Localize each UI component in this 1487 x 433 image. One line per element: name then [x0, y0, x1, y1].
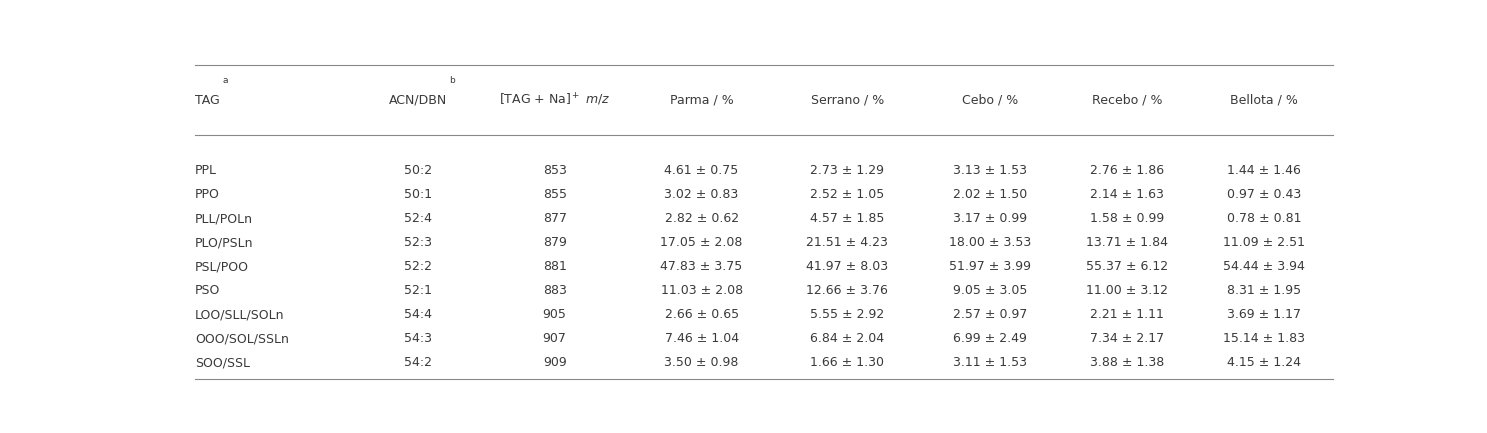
Text: Serrano / %: Serrano / %	[810, 94, 883, 107]
Text: 55.37 ± 6.12: 55.37 ± 6.12	[1087, 260, 1169, 273]
Text: 2.57 ± 0.97: 2.57 ± 0.97	[953, 308, 1028, 321]
Text: ACN/DBN: ACN/DBN	[390, 94, 448, 107]
Text: 3.69 ± 1.17: 3.69 ± 1.17	[1227, 308, 1301, 321]
Text: 877: 877	[543, 212, 567, 225]
Text: 6.84 ± 2.04: 6.84 ± 2.04	[810, 332, 885, 345]
Text: Cebo / %: Cebo / %	[962, 94, 1019, 107]
Text: 52:1: 52:1	[404, 284, 433, 297]
Text: TAG: TAG	[195, 94, 220, 107]
Text: 6.99 ± 2.49: 6.99 ± 2.49	[953, 332, 1028, 345]
Text: PLL/POLn: PLL/POLn	[195, 212, 253, 225]
Text: 11.09 ± 2.51: 11.09 ± 2.51	[1222, 236, 1306, 249]
Text: 54:4: 54:4	[404, 308, 433, 321]
Text: 21.51 ± 4.23: 21.51 ± 4.23	[806, 236, 888, 249]
Text: 18.00 ± 3.53: 18.00 ± 3.53	[949, 236, 1032, 249]
Text: 15.14 ± 1.83: 15.14 ± 1.83	[1222, 332, 1306, 345]
Text: 47.83 ± 3.75: 47.83 ± 3.75	[660, 260, 742, 273]
Text: 2.21 ± 1.11: 2.21 ± 1.11	[1090, 308, 1164, 321]
Text: 855: 855	[543, 188, 567, 201]
Text: 3.13 ± 1.53: 3.13 ± 1.53	[953, 164, 1028, 177]
Text: 4.57 ± 1.85: 4.57 ± 1.85	[810, 212, 885, 225]
Text: 853: 853	[543, 164, 567, 177]
Text: 1.44 ± 1.46: 1.44 ± 1.46	[1227, 164, 1301, 177]
Text: 54:2: 54:2	[404, 356, 433, 369]
Text: Parma / %: Parma / %	[669, 94, 733, 107]
Text: 883: 883	[543, 284, 567, 297]
Text: SOO/SSL: SOO/SSL	[195, 356, 250, 369]
Text: 3.17 ± 0.99: 3.17 ± 0.99	[953, 212, 1028, 225]
Text: 881: 881	[543, 260, 567, 273]
Text: 52:3: 52:3	[404, 236, 433, 249]
Text: LOO/SLL/SOLn: LOO/SLL/SOLn	[195, 308, 284, 321]
Text: 2.82 ± 0.62: 2.82 ± 0.62	[665, 212, 739, 225]
Text: 4.61 ± 0.75: 4.61 ± 0.75	[665, 164, 739, 177]
Text: 2.73 ± 1.29: 2.73 ± 1.29	[810, 164, 885, 177]
Text: PLO/PSLn: PLO/PSLn	[195, 236, 254, 249]
Text: 907: 907	[543, 332, 567, 345]
Text: 2.02 ± 1.50: 2.02 ± 1.50	[953, 188, 1028, 201]
Text: 54.44 ± 3.94: 54.44 ± 3.94	[1222, 260, 1306, 273]
Text: 2.66 ± 0.65: 2.66 ± 0.65	[665, 308, 739, 321]
Text: 7.46 ± 1.04: 7.46 ± 1.04	[665, 332, 739, 345]
Text: 11.03 ± 2.08: 11.03 ± 2.08	[660, 284, 742, 297]
Text: 17.05 ± 2.08: 17.05 ± 2.08	[660, 236, 744, 249]
Text: 3.50 ± 0.98: 3.50 ± 0.98	[665, 356, 739, 369]
Text: 2.52 ± 1.05: 2.52 ± 1.05	[810, 188, 885, 201]
Text: PSO: PSO	[195, 284, 220, 297]
Text: 54:3: 54:3	[404, 332, 433, 345]
Text: 909: 909	[543, 356, 567, 369]
Text: PPL: PPL	[195, 164, 217, 177]
Text: 12.66 ± 3.76: 12.66 ± 3.76	[806, 284, 888, 297]
Text: PPO: PPO	[195, 188, 220, 201]
Text: 41.97 ± 8.03: 41.97 ± 8.03	[806, 260, 888, 273]
Text: 2.14 ± 1.63: 2.14 ± 1.63	[1090, 188, 1164, 201]
Text: 2.76 ± 1.86: 2.76 ± 1.86	[1090, 164, 1164, 177]
Text: 8.31 ± 1.95: 8.31 ± 1.95	[1227, 284, 1301, 297]
Text: 4.15 ± 1.24: 4.15 ± 1.24	[1227, 356, 1301, 369]
Text: 1.66 ± 1.30: 1.66 ± 1.30	[810, 356, 885, 369]
Text: 0.97 ± 0.43: 0.97 ± 0.43	[1227, 188, 1301, 201]
Text: 3.88 ± 1.38: 3.88 ± 1.38	[1090, 356, 1164, 369]
Text: 50:1: 50:1	[404, 188, 433, 201]
Text: 9.05 ± 3.05: 9.05 ± 3.05	[953, 284, 1028, 297]
Text: 7.34 ± 2.17: 7.34 ± 2.17	[1090, 332, 1164, 345]
Text: 52:2: 52:2	[404, 260, 433, 273]
Text: 50:2: 50:2	[404, 164, 433, 177]
Text: 0.78 ± 0.81: 0.78 ± 0.81	[1227, 212, 1301, 225]
Text: OOO/SOL/SSLn: OOO/SOL/SSLn	[195, 332, 288, 345]
Text: b: b	[449, 76, 455, 85]
Text: 1.58 ± 0.99: 1.58 ± 0.99	[1090, 212, 1164, 225]
Text: Bellota / %: Bellota / %	[1230, 94, 1298, 107]
Text: 11.00 ± 3.12: 11.00 ± 3.12	[1087, 284, 1169, 297]
Text: Recebo / %: Recebo / %	[1091, 94, 1163, 107]
Text: 3.11 ± 1.53: 3.11 ± 1.53	[953, 356, 1028, 369]
Text: [TAG + Na]$^+$ $\it{m/z}$: [TAG + Na]$^+$ $\it{m/z}$	[500, 92, 610, 108]
Text: 51.97 ± 3.99: 51.97 ± 3.99	[949, 260, 1032, 273]
Text: 13.71 ± 1.84: 13.71 ± 1.84	[1087, 236, 1169, 249]
Text: 3.02 ± 0.83: 3.02 ± 0.83	[665, 188, 739, 201]
Text: a: a	[222, 76, 228, 85]
Text: PSL/POO: PSL/POO	[195, 260, 250, 273]
Text: 879: 879	[543, 236, 567, 249]
Text: 52:4: 52:4	[404, 212, 433, 225]
Text: 5.55 ± 2.92: 5.55 ± 2.92	[810, 308, 885, 321]
Text: 905: 905	[543, 308, 567, 321]
